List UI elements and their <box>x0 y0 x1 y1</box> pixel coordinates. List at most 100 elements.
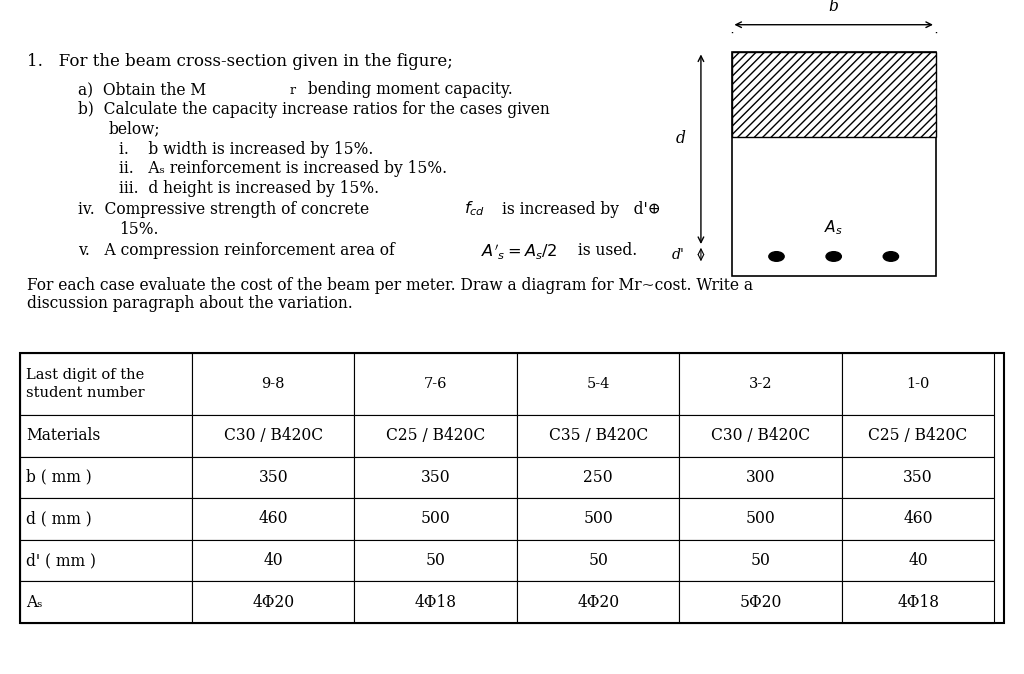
Bar <box>354 540 517 582</box>
Text: i.    b width is increased by 15%.: i. b width is increased by 15%. <box>119 141 373 158</box>
Text: C25 / B420C: C25 / B420C <box>386 427 485 444</box>
Text: C25 / B420C: C25 / B420C <box>868 427 968 444</box>
Bar <box>517 456 679 498</box>
Bar <box>193 498 354 540</box>
Text: $A'_s = A_s/2$: $A'_s = A_s/2$ <box>481 241 558 261</box>
Bar <box>517 415 679 456</box>
Text: 40: 40 <box>908 552 928 569</box>
Bar <box>517 582 679 623</box>
Text: d' ( mm ): d' ( mm ) <box>26 552 96 569</box>
Text: b ( mm ): b ( mm ) <box>26 469 92 486</box>
Bar <box>679 540 842 582</box>
Bar <box>842 415 994 456</box>
Text: v.   A compression reinforcement area of: v. A compression reinforcement area of <box>78 243 394 259</box>
Bar <box>679 582 842 623</box>
Text: C30 / B420C: C30 / B420C <box>711 427 810 444</box>
Bar <box>842 540 994 582</box>
Text: iv.  Compressive strength of concrete: iv. Compressive strength of concrete <box>78 201 369 218</box>
Circle shape <box>769 251 784 262</box>
Text: is used.: is used. <box>573 243 638 259</box>
Text: b)  Calculate the capacity increase ratios for the cases given: b) Calculate the capacity increase ratio… <box>78 101 550 118</box>
Text: 7-6: 7-6 <box>424 377 447 391</box>
Bar <box>679 498 842 540</box>
Text: 1-0: 1-0 <box>906 377 930 391</box>
Text: 460: 460 <box>903 510 933 528</box>
Bar <box>354 498 517 540</box>
Text: 40: 40 <box>263 552 283 569</box>
Bar <box>679 415 842 456</box>
Text: 1.   For the beam cross-section given in the figure;: 1. For the beam cross-section given in t… <box>27 53 453 70</box>
Text: Last digit of the
student number: Last digit of the student number <box>26 367 144 400</box>
Bar <box>193 582 354 623</box>
Bar <box>193 415 354 456</box>
Text: For each case evaluate the cost of the beam per meter. Draw a diagram for Mr~cos: For each case evaluate the cost of the b… <box>27 277 753 294</box>
Bar <box>19 540 193 582</box>
Bar <box>19 415 193 456</box>
Text: 350: 350 <box>903 469 933 486</box>
Text: below;: below; <box>109 121 160 137</box>
Text: b: b <box>828 0 839 15</box>
Text: $A_s$: $A_s$ <box>824 218 843 237</box>
Text: 350: 350 <box>258 469 288 486</box>
Text: 500: 500 <box>584 510 613 528</box>
Bar <box>354 456 517 498</box>
Bar <box>842 498 994 540</box>
Text: 50: 50 <box>588 552 608 569</box>
Text: 350: 350 <box>421 469 451 486</box>
Text: 4Φ18: 4Φ18 <box>897 594 939 611</box>
Bar <box>193 540 354 582</box>
Text: Materials: Materials <box>26 427 100 444</box>
Bar <box>731 52 936 276</box>
Bar <box>19 353 1005 623</box>
Bar <box>842 456 994 498</box>
Circle shape <box>826 251 842 262</box>
Text: 50: 50 <box>751 552 770 569</box>
Bar <box>354 353 517 415</box>
Bar <box>19 456 193 498</box>
Bar <box>842 353 994 415</box>
Bar <box>19 498 193 540</box>
Text: 300: 300 <box>745 469 775 486</box>
Bar <box>19 582 193 623</box>
Text: 500: 500 <box>421 510 451 528</box>
Text: bending moment capacity.: bending moment capacity. <box>303 81 512 98</box>
Bar <box>517 540 679 582</box>
Bar <box>517 498 679 540</box>
Text: r: r <box>290 84 296 96</box>
Text: 50: 50 <box>426 552 445 569</box>
Bar <box>679 353 842 415</box>
Text: 9-8: 9-8 <box>261 377 285 391</box>
Bar <box>354 415 517 456</box>
Text: d: d <box>676 129 685 146</box>
Text: C30 / B420C: C30 / B420C <box>223 427 323 444</box>
Text: 5Φ20: 5Φ20 <box>739 594 781 611</box>
Text: ii.   Aₛ reinforcement is increased by 15%.: ii. Aₛ reinforcement is increased by 15%… <box>119 160 446 177</box>
Bar <box>731 52 936 137</box>
Bar <box>193 353 354 415</box>
Text: 4Φ20: 4Φ20 <box>252 594 294 611</box>
Bar <box>842 582 994 623</box>
Text: 500: 500 <box>745 510 775 528</box>
Text: 5-4: 5-4 <box>587 377 610 391</box>
Circle shape <box>884 251 898 262</box>
Text: a)  Obtain the M: a) Obtain the M <box>78 81 206 98</box>
Text: Aₛ: Aₛ <box>26 594 42 611</box>
Bar <box>517 353 679 415</box>
Text: 4Φ20: 4Φ20 <box>578 594 620 611</box>
Text: 460: 460 <box>258 510 288 528</box>
Text: discussion paragraph about the variation.: discussion paragraph about the variation… <box>27 295 352 312</box>
Bar <box>354 582 517 623</box>
Text: 3-2: 3-2 <box>749 377 772 391</box>
Text: is increased by   d'⊕: is increased by d'⊕ <box>502 201 660 218</box>
Text: iii.  d height is increased by 15%.: iii. d height is increased by 15%. <box>119 180 379 197</box>
Text: 15%.: 15%. <box>119 220 159 238</box>
Text: d': d' <box>672 247 685 262</box>
Text: C35 / B420C: C35 / B420C <box>549 427 648 444</box>
Bar <box>679 456 842 498</box>
Text: 250: 250 <box>584 469 613 486</box>
Bar <box>193 456 354 498</box>
Text: $f_{cd}$: $f_{cd}$ <box>464 200 485 218</box>
Bar <box>19 353 193 415</box>
Text: d ( mm ): d ( mm ) <box>26 510 92 528</box>
Text: 4Φ18: 4Φ18 <box>415 594 457 611</box>
